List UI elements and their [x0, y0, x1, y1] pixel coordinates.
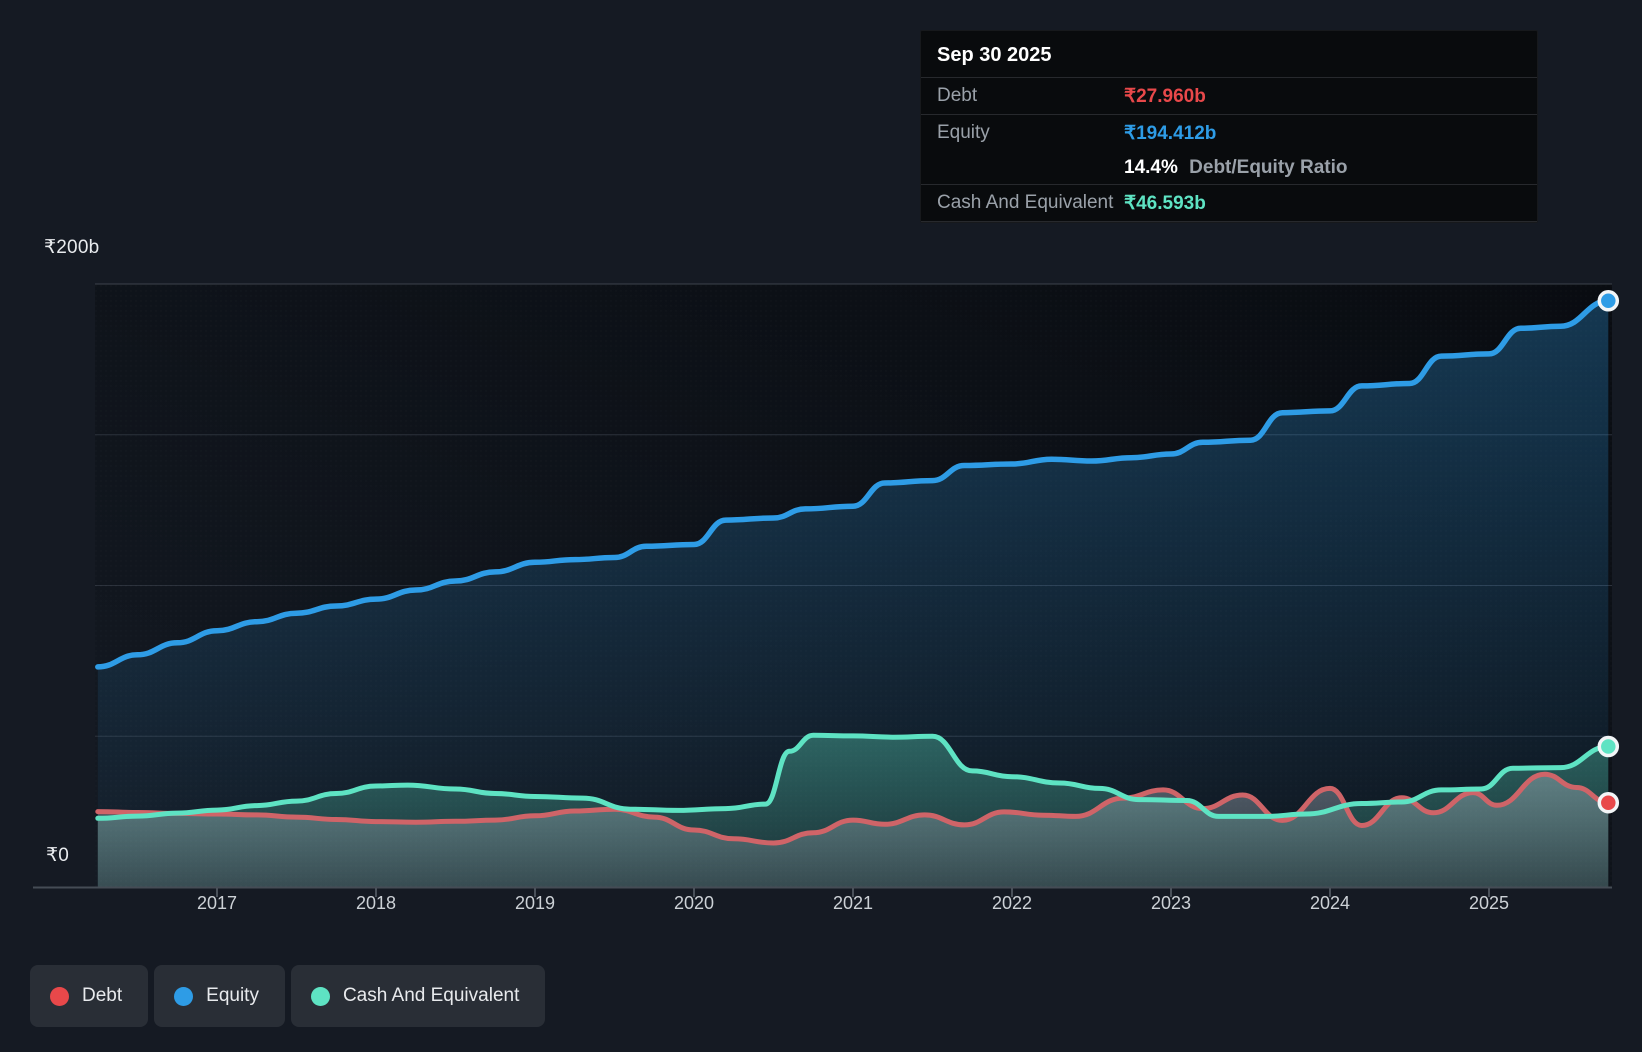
- tooltip-row-equity: Equity ₹194.412b: [921, 114, 1537, 151]
- tooltip-row-cash: Cash And Equivalent ₹46.593b: [921, 184, 1537, 221]
- tooltip-equity-label: Equity: [937, 122, 1124, 144]
- tooltip-row-debt: Debt ₹27.960b: [921, 77, 1537, 114]
- tooltip-debt-label: Debt: [937, 85, 1124, 107]
- tooltip-cash-value: ₹46.593b: [1124, 192, 1206, 215]
- debt-end-dot: [1599, 794, 1617, 812]
- tooltip-cash-label: Cash And Equivalent: [937, 192, 1124, 214]
- cash-color-dot: [311, 987, 330, 1006]
- tooltip-date: Sep 30 2025: [921, 31, 1537, 77]
- legend-item-debt[interactable]: Debt: [30, 965, 148, 1027]
- tooltip-ratio-value: 14.4%: [1124, 157, 1178, 178]
- debt-color-dot: [50, 987, 69, 1006]
- equity-color-dot: [174, 987, 193, 1006]
- legend-cash-label: Cash And Equivalent: [343, 985, 519, 1007]
- legend-debt-label: Debt: [82, 985, 122, 1007]
- y-axis-label-0: ₹0: [46, 844, 69, 867]
- legend: Debt Equity Cash And Equivalent: [30, 965, 545, 1027]
- tooltip-debt-value: ₹27.960b: [1124, 85, 1206, 108]
- tooltip: Sep 30 2025 Debt ₹27.960b Equity ₹194.41…: [920, 30, 1538, 223]
- tooltip-equity-value: ₹194.412b: [1124, 122, 1216, 145]
- debt-equity-history-chart: ₹200b ₹0 2017201820192020202120222023202…: [0, 0, 1642, 1052]
- legend-item-equity[interactable]: Equity: [154, 965, 285, 1027]
- y-axis-label-200b: ₹200b: [44, 236, 99, 259]
- cash-end-dot: [1599, 738, 1617, 756]
- legend-equity-label: Equity: [206, 985, 259, 1007]
- tooltip-ratio-label: Debt/Equity Ratio: [1189, 157, 1347, 178]
- tooltip-row-ratio: 14.4% Debt/Equity Ratio: [921, 151, 1537, 184]
- equity-end-dot: [1599, 292, 1617, 310]
- legend-item-cash[interactable]: Cash And Equivalent: [291, 965, 545, 1027]
